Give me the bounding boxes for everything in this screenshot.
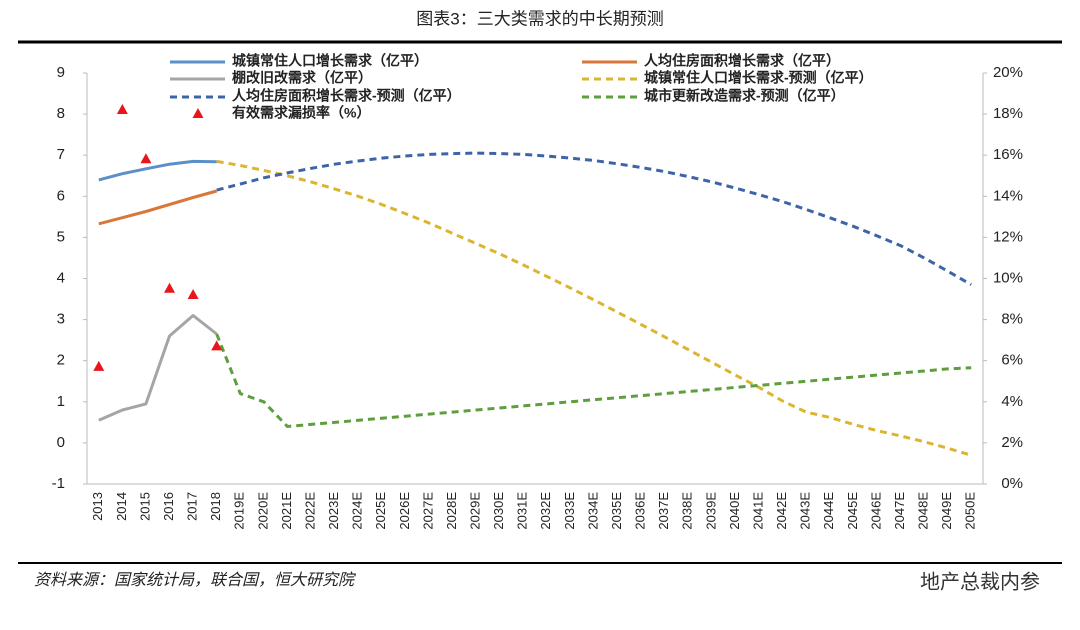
y2-tick-label: 4% [1001,393,1023,410]
y-tick-label: 9 [57,64,65,81]
marker [187,288,199,299]
y-tick-label: 4 [57,269,65,286]
y-tick-label: -1 [52,475,65,492]
legend-label: 人均住房面积增长需求（亿平） [644,53,840,69]
y2-tick-label: 8% [1001,311,1023,328]
watermark: 地产总裁内参 [920,570,1040,593]
x-tick-label: 2034E [585,492,600,530]
source: 资料来源：国家统计局，联合国，恒大研究院 [34,571,357,589]
x-tick-label: 2015 [137,492,152,521]
x-tick-label: 2040E [727,492,742,530]
x-tick-label: 2048E [915,492,930,530]
marker [140,153,152,164]
x-tick-label: 2018 [208,492,223,521]
x-tick-label: 2026E [397,492,412,530]
legend-label: 棚改旧改需求（亿平） [232,70,372,86]
y-tick-label: 1 [57,393,65,410]
x-tick-label: 2038E [680,492,695,530]
x-tick-label: 2035E [609,492,624,530]
y-tick-label: 0 [57,434,65,451]
series-line [98,314,218,422]
marker [164,282,176,293]
x-tick-label: 2033E [562,492,577,530]
x-tick-label: 2019E [232,492,247,530]
y2-tick-label: 6% [1001,352,1023,369]
series-line [215,333,972,428]
y2-tick-label: 14% [993,187,1023,204]
x-tick-label: 2023E [326,492,341,530]
y2-tick-label: 12% [993,228,1023,245]
marker [116,103,128,114]
y2-tick-label: 2% [1001,434,1023,451]
x-tick-label: 2037E [656,492,671,530]
chart-title: 图表3：三大类需求的中长期预测 [416,9,663,28]
y2-tick-label: 10% [993,269,1023,286]
series-line [216,151,972,286]
x-tick-label: 2024E [350,492,365,530]
x-tick-label: 2039E [703,492,718,530]
marker [93,360,105,371]
x-tick-label: 2028E [444,492,459,530]
legend-label: 城市更新改造需求-预测（亿平） [644,88,845,104]
x-tick-label: 2031E [515,492,530,530]
y2-tick-label: 16% [993,146,1023,163]
x-tick-label: 2036E [633,492,648,530]
x-tick-label: 2050E [963,492,978,530]
x-tick-label: 2017 [185,492,200,521]
series-line [98,189,218,226]
series-line [98,159,217,182]
x-tick-label: 2047E [892,492,907,530]
y2-tick-label: 18% [993,105,1023,122]
x-tick-label: 2032E [538,492,553,530]
y2-tick-label: 0% [1001,475,1023,492]
y-tick-label: 2 [57,352,65,369]
legend-label: 人均住房面积增长需求-预测（亿平） [232,88,461,104]
x-tick-label: 2013 [90,492,105,521]
y-tick-label: 5 [57,228,65,245]
y-tick-label: 3 [57,311,65,328]
x-tick-label: 2020E [255,492,270,530]
marker [211,340,223,351]
legend-label: 城镇常住人口增长需求（亿平） [232,53,428,69]
x-tick-label: 2027E [420,492,435,530]
y2-tick-label: 20% [993,64,1023,81]
x-tick-label: 2041E [750,492,765,530]
x-tick-label: 2043E [798,492,813,530]
legend-label: 有效需求漏损率（%） [232,105,370,121]
x-tick-label: 2049E [939,492,954,530]
series-line [216,159,972,457]
x-tick-label: 2046E [868,492,883,530]
legend-label: 城镇常住人口增长需求-预测（亿平） [644,70,873,86]
x-tick-label: 2016 [161,492,176,521]
y-tick-label: 8 [57,105,65,122]
x-tick-label: 2025E [373,492,388,530]
x-tick-label: 2021E [279,492,294,530]
y-tick-label: 6 [57,187,65,204]
x-tick-label: 2022E [302,492,317,530]
x-tick-label: 2042E [774,492,789,530]
x-tick-label: 2014 [114,492,129,521]
legend-marker [192,108,204,118]
y-tick-label: 7 [57,146,65,163]
x-tick-label: 2030E [491,492,506,530]
x-tick-label: 2029E [467,492,482,530]
x-tick-label: 2045E [845,492,860,530]
x-tick-label: 2044E [821,492,836,530]
